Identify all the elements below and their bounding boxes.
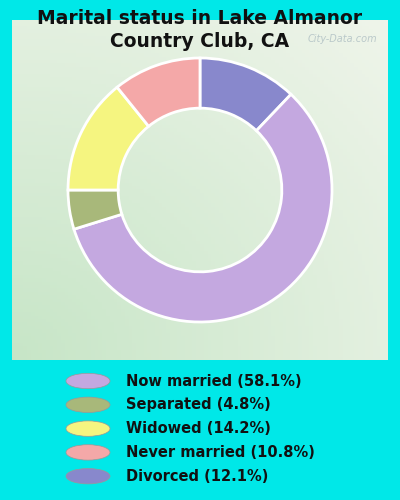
Wedge shape [74,94,332,322]
Wedge shape [200,58,291,130]
Circle shape [66,374,110,388]
Text: Divorced (12.1%): Divorced (12.1%) [126,468,268,483]
Text: Marital status in Lake Almanor
Country Club, CA: Marital status in Lake Almanor Country C… [38,8,362,52]
Circle shape [66,444,110,460]
Circle shape [66,468,110,484]
Wedge shape [68,190,122,229]
Text: City-Data.com: City-Data.com [307,34,377,43]
Wedge shape [117,58,200,126]
Text: Now married (58.1%): Now married (58.1%) [126,374,302,388]
Wedge shape [68,87,149,190]
Text: Separated (4.8%): Separated (4.8%) [126,398,271,412]
Circle shape [66,397,110,412]
Circle shape [66,421,110,436]
Text: Never married (10.8%): Never married (10.8%) [126,445,315,460]
Text: Widowed (14.2%): Widowed (14.2%) [126,421,271,436]
